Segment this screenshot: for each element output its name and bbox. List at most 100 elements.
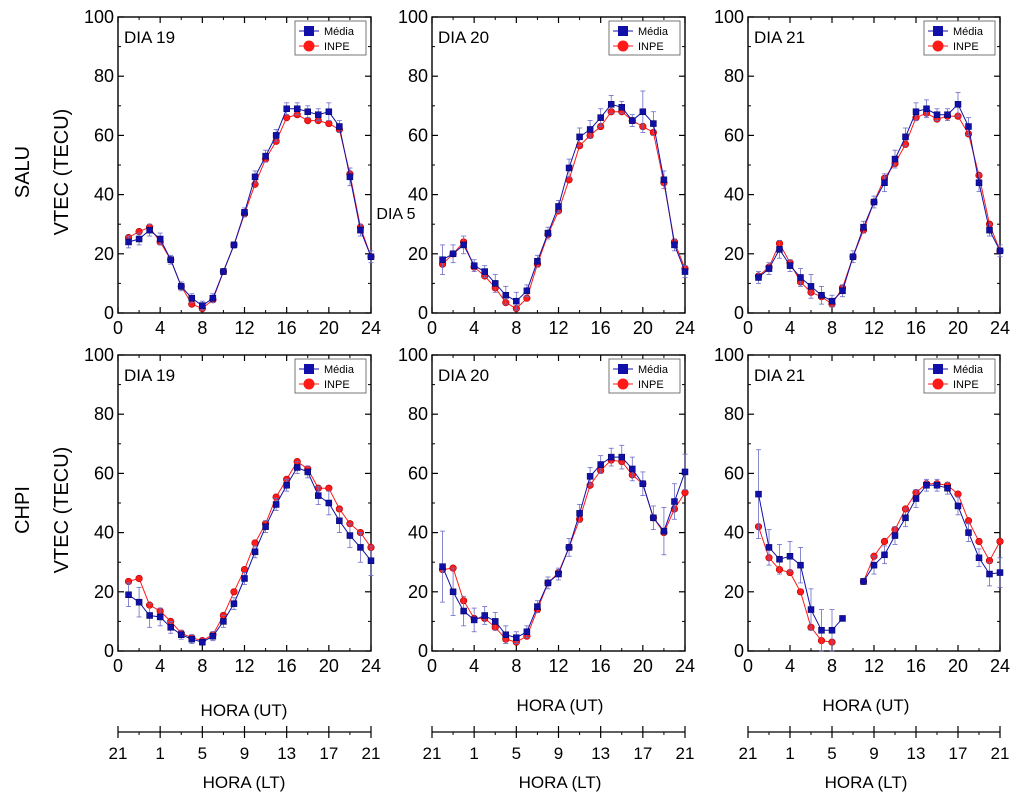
point-media: [336, 123, 343, 130]
series-line-media: [758, 103, 1001, 302]
point-media: [439, 256, 446, 263]
x-tick-label: 24: [361, 656, 381, 676]
point-media: [304, 108, 311, 115]
point-media: [607, 101, 615, 108]
point-media: [586, 473, 594, 480]
lt-tick-label: 13: [277, 744, 296, 763]
point-media: [944, 484, 951, 492]
point-media: [544, 579, 552, 587]
y-axis-label-salu: VTEC (TECU): [51, 109, 73, 236]
y-tick-label: 100: [398, 7, 428, 27]
x-tick-label: 16: [906, 318, 926, 338]
x-tick-label: 12: [864, 318, 884, 338]
point-media: [849, 253, 857, 261]
legend-label-media: Média: [638, 364, 669, 376]
point-media: [986, 570, 993, 578]
lt-tick-label: 17: [319, 744, 338, 763]
point-media: [460, 607, 467, 615]
point-media: [923, 481, 930, 489]
point-inpe: [304, 116, 312, 125]
point-inpe: [325, 119, 333, 128]
panel-chpi-dia-20: 0 4 8 12 16 20 24 0 20 40 60 80 100 DIA 20 Média INPE: [398, 345, 695, 676]
y-tick-label: 80: [408, 404, 428, 424]
point-media: [828, 297, 836, 305]
point-media: [178, 283, 185, 290]
panel-salu-dia-21: 0 4 8 12 16 20 24 0 20 40 60 80 100 DIA 21 Média INPE: [714, 7, 1010, 338]
x-tick-label: 12: [234, 318, 254, 338]
y-tick-label: 80: [94, 404, 114, 424]
x-tick-label: 4: [469, 318, 479, 338]
y-tick-label: 40: [724, 185, 744, 205]
point-media: [449, 588, 457, 596]
point-media: [860, 578, 867, 585]
y-tick-label: 80: [724, 66, 744, 86]
point-media: [209, 294, 217, 302]
point-media: [188, 294, 196, 302]
y-tick-label: 100: [714, 7, 744, 27]
point-media: [597, 461, 604, 468]
x-tick-label: 20: [633, 318, 653, 338]
point-media: [325, 499, 333, 507]
y-tick-label: 60: [94, 125, 114, 145]
point-media: [156, 235, 164, 243]
y-tick-label: 0: [418, 641, 428, 661]
point-media: [828, 627, 836, 634]
point-media: [954, 101, 962, 108]
point-media: [618, 453, 625, 461]
legend-marker-inpe: [932, 40, 944, 52]
lt-tick-label: 21: [676, 744, 695, 763]
point-media: [755, 490, 762, 498]
legend-marker-media: [304, 26, 314, 36]
x-axis-label-ut-2: HORA (UT): [517, 696, 604, 715]
point-media: [639, 480, 647, 488]
y-tick-label: 0: [418, 303, 428, 323]
y-tick-label: 60: [408, 463, 428, 483]
panel-title: DIA 21: [754, 366, 805, 385]
lt-tick-label: 21: [423, 744, 442, 763]
x-tick-label: 0: [113, 318, 123, 338]
lt-tick-label: 9: [869, 744, 878, 763]
plot-frame: [747, 16, 1001, 314]
point-media: [786, 553, 794, 560]
point-media: [167, 624, 174, 631]
point-media: [944, 111, 951, 118]
legend-label-inpe: INPE: [953, 379, 979, 391]
y-tick-label: 0: [734, 303, 744, 323]
y-tick-label: 20: [408, 582, 428, 602]
y-tick-label: 60: [724, 125, 744, 145]
legend-label-inpe: INPE: [324, 379, 350, 391]
point-media: [671, 241, 678, 249]
y-tick-label: 100: [714, 345, 744, 365]
point-media: [839, 287, 846, 295]
point-media: [912, 108, 920, 115]
point-media: [891, 532, 899, 539]
point-inpe: [975, 537, 983, 546]
point-media: [199, 638, 206, 646]
point-media: [650, 514, 657, 522]
point-media: [607, 453, 615, 461]
point-media: [597, 114, 604, 121]
point-media: [555, 570, 562, 578]
x-tick-label: 16: [277, 656, 297, 676]
x-tick-label: 12: [234, 656, 254, 676]
point-media: [681, 468, 689, 476]
point-inpe: [996, 537, 1004, 546]
legend-label-media: Média: [953, 26, 984, 38]
legend-marker-media: [933, 364, 943, 374]
y-tick-label: 40: [94, 523, 114, 543]
point-media: [891, 155, 899, 163]
point-media: [555, 203, 562, 210]
row-label-chpi: CHPI: [12, 486, 34, 534]
lt-tick-label: 13: [591, 744, 610, 763]
y-tick-label: 80: [408, 66, 428, 86]
series-line-media: [442, 456, 686, 639]
legend-marker-media: [304, 364, 314, 374]
point-inpe: [230, 588, 238, 596]
point-media: [167, 256, 174, 263]
legend-marker-media: [618, 26, 628, 36]
x-axis-label-ut-3: HORA (UT): [823, 696, 910, 715]
x-tick-label: 24: [675, 656, 695, 676]
point-media: [325, 108, 333, 115]
point-media: [565, 544, 573, 551]
x-tick-label: 16: [277, 318, 297, 338]
